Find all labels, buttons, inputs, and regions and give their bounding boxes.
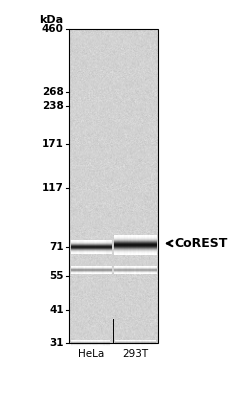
Text: CoREST: CoREST xyxy=(174,237,228,250)
Text: 293T: 293T xyxy=(122,349,148,359)
Text: 117: 117 xyxy=(42,184,64,194)
Text: 460: 460 xyxy=(42,24,64,34)
Text: 238: 238 xyxy=(42,101,64,111)
Text: 55: 55 xyxy=(49,271,64,281)
Text: 171: 171 xyxy=(42,139,64,149)
Text: kDa: kDa xyxy=(40,15,64,25)
Text: 268: 268 xyxy=(42,87,64,97)
Text: 41: 41 xyxy=(49,306,64,316)
Text: HeLa: HeLa xyxy=(78,349,104,359)
Bar xyxy=(69,29,158,343)
Text: 31: 31 xyxy=(49,338,64,348)
Text: 71: 71 xyxy=(49,242,64,252)
